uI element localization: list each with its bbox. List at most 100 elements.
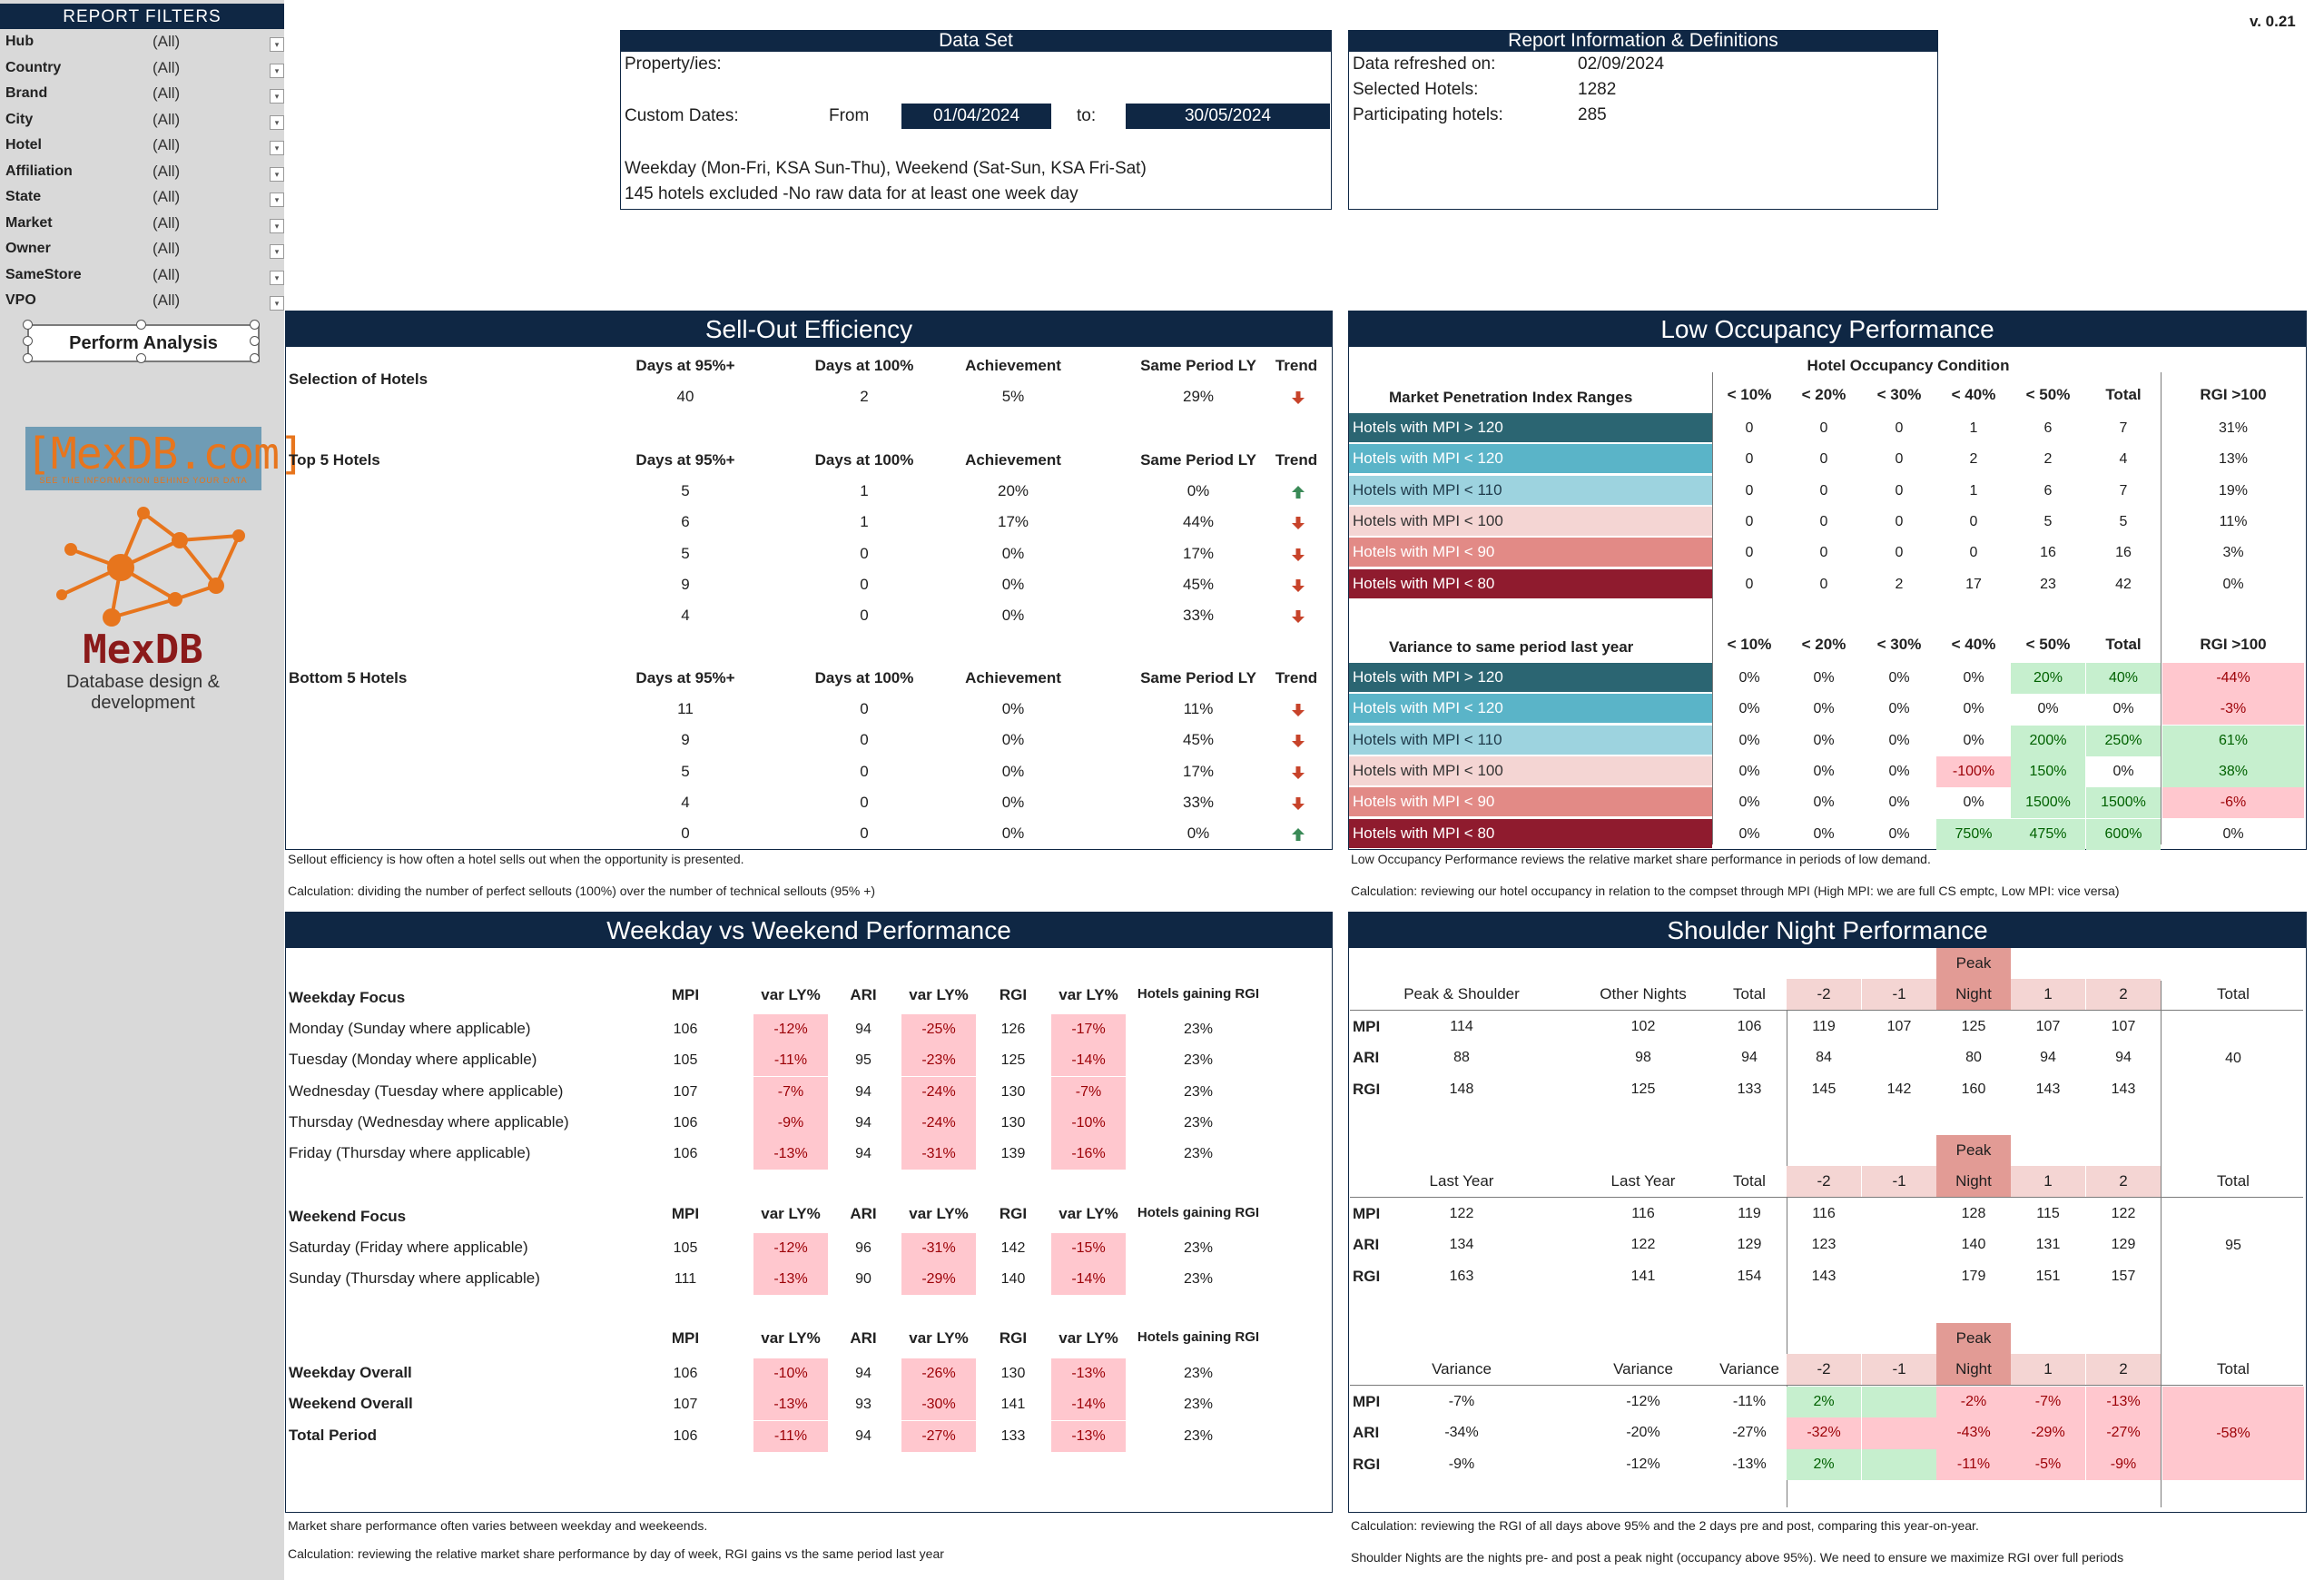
shoulder-offset-cell: 140 <box>1961 1237 1986 1253</box>
sellout-cell: 0 <box>860 544 869 562</box>
night-offset-header: 1 <box>2011 979 2085 1010</box>
dropdown-arrow-icon[interactable]: ▾ <box>270 296 284 311</box>
trend-down-icon <box>1292 578 1305 592</box>
dropdown-arrow-icon[interactable]: ▾ <box>270 244 284 259</box>
column-header: Total <box>2105 636 2142 653</box>
filter-row-affiliation[interactable]: Affiliation (All) ▾ <box>0 160 284 185</box>
sellout-header: Same Period LY <box>1140 357 1256 374</box>
filter-row-state[interactable]: State (All) ▾ <box>0 185 284 211</box>
filter-row-market[interactable]: Market (All) ▾ <box>0 212 284 237</box>
shoulder-cell: -34% <box>1444 1425 1479 1441</box>
shoulder-header: Last Year <box>1429 1172 1494 1190</box>
dropdown-arrow-icon[interactable]: ▾ <box>270 270 284 285</box>
dropdown-arrow-icon[interactable]: ▾ <box>270 89 284 104</box>
weekday-note-2: Calculation: reviewing the relative mark… <box>288 1546 944 1561</box>
resize-handle[interactable] <box>23 353 33 363</box>
report-filters-sidebar <box>0 0 284 1580</box>
weekday-cell: -12% <box>753 1233 828 1264</box>
sellout-header: Achievement <box>965 669 1061 686</box>
dropdown-arrow-icon[interactable]: ▾ <box>270 114 284 130</box>
column-header: < 50% <box>2025 386 2071 403</box>
weekday-header: RGI <box>999 1205 1028 1222</box>
to-date-field[interactable]: 30/05/2024 <box>1126 104 1330 129</box>
occupancy-cell: 0% <box>2112 763 2134 779</box>
low-occupancy-note-2: Calculation: reviewing our hotel occupan… <box>1351 884 2120 898</box>
shoulder-header: Variance <box>1719 1360 1779 1378</box>
column-header: < 40% <box>1951 636 1996 653</box>
sellout-cell: 6 <box>681 513 690 531</box>
header-rule <box>1350 1010 2303 1011</box>
dropdown-arrow-icon[interactable]: ▾ <box>270 193 284 207</box>
shoulder-cell: 88 <box>1453 1050 1470 1066</box>
sellout-cell: 20% <box>997 482 1029 499</box>
rgi-cell: 19% <box>2218 482 2249 499</box>
sellout-cell: 2 <box>860 388 869 405</box>
sellout-cell: 0% <box>1187 482 1210 499</box>
resize-handle[interactable] <box>23 336 33 346</box>
dropdown-arrow-icon[interactable]: ▾ <box>270 141 284 155</box>
resize-handle[interactable] <box>250 320 260 330</box>
dropdown-arrow-icon[interactable]: ▾ <box>270 218 284 233</box>
refreshed-value: 02/09/2024 <box>1578 54 1665 74</box>
logo-tagline: SEE THE INFORMATION BEHIND YOUR DATA <box>39 476 248 485</box>
weekday-cell: 107 <box>673 1397 698 1413</box>
shoulder-offset-cell: -2% <box>1936 1387 2011 1418</box>
custom-dates-label: Custom Dates: <box>625 106 739 125</box>
rgi-header: RGI >100 <box>2200 386 2267 403</box>
participating-label: Participating hotels: <box>1353 105 1503 124</box>
weekday-cell: 94 <box>855 1114 872 1131</box>
occupancy-cell: 0 <box>1745 513 1754 529</box>
filter-row-owner[interactable]: Owner (All) ▾ <box>0 237 284 262</box>
weekday-cell: 23% <box>1183 1427 1214 1444</box>
filter-row-hotel[interactable]: Hotel (All) ▾ <box>0 133 284 159</box>
filter-label: Owner <box>5 241 51 256</box>
weekday-cell: 94 <box>855 1427 872 1444</box>
filter-row-brand[interactable]: Brand (All) ▾ <box>0 82 284 107</box>
dropdown-arrow-icon[interactable]: ▾ <box>270 166 284 182</box>
weekday-row-label: Tuesday (Monday where applicable) <box>289 1051 537 1069</box>
resize-handle[interactable] <box>23 320 33 330</box>
occupancy-cell: 0% <box>1738 732 1760 748</box>
filter-row-hub[interactable]: Hub (All) ▾ <box>0 30 284 55</box>
resize-handle[interactable] <box>250 336 260 346</box>
occupancy-cell: 0 <box>1745 576 1754 592</box>
occupancy-cell: 20% <box>2011 663 2085 694</box>
properties-label: Property/ies: <box>625 54 722 74</box>
filter-label: SameStore <box>5 266 82 282</box>
filter-value: (All) <box>153 33 181 50</box>
from-date-field[interactable]: 01/04/2024 <box>901 104 1051 129</box>
occupancy-cell: 0% <box>1738 670 1760 686</box>
filter-row-vpo[interactable]: VPO (All) ▾ <box>0 289 284 314</box>
sellout-header: Trend <box>1275 357 1318 374</box>
shoulder-header: Total <box>1733 1172 1766 1190</box>
weekday-header: ARI <box>850 986 877 1003</box>
column-header: Total <box>2105 386 2142 403</box>
sellout-cell: 0% <box>1001 607 1025 625</box>
shoulder-offset-cell <box>1862 1042 1936 1073</box>
resize-handle[interactable] <box>136 353 146 363</box>
weekday-header: var LY% <box>1059 986 1118 1003</box>
shoulder-header: Variance <box>1432 1360 1492 1378</box>
peak-label: Peak <box>1936 1135 2011 1166</box>
shoulder-offset-cell: 143 <box>2035 1081 2061 1097</box>
trend-down-icon <box>1292 391 1305 404</box>
shoulder-cell: -7% <box>1448 1394 1475 1409</box>
weekday-cell: -14% <box>1051 1045 1126 1077</box>
filter-label: Country <box>5 59 62 75</box>
filter-row-samestore[interactable]: SameStore (All) ▾ <box>0 263 284 289</box>
shoulder-offset-cell: 94 <box>2115 1050 2132 1066</box>
sellout-header: Days at 95%+ <box>635 451 735 469</box>
resize-handle[interactable] <box>250 353 260 363</box>
filter-label: Market <box>5 214 53 231</box>
filter-row-country[interactable]: Country (All) ▾ <box>0 56 284 82</box>
dropdown-arrow-icon[interactable]: ▾ <box>270 63 284 78</box>
occupancy-cell: 6 <box>2043 482 2053 499</box>
weekday-cell: -13% <box>1051 1358 1126 1389</box>
weekday-focus-label: Weekday Focus <box>289 989 406 1006</box>
dropdown-arrow-icon[interactable]: ▾ <box>270 37 284 52</box>
shoulder-cell: -11% <box>1732 1394 1767 1409</box>
occupancy-cell: 0% <box>1963 795 1984 811</box>
resize-handle[interactable] <box>136 320 146 330</box>
shoulder-cell: 154 <box>1737 1268 1762 1284</box>
filter-row-city[interactable]: City (All) ▾ <box>0 108 284 133</box>
